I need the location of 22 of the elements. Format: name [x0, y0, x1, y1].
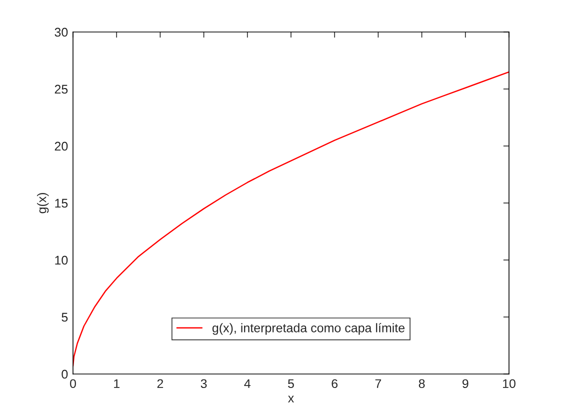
line-series: [73, 71, 509, 367]
x-tick-label: 5: [288, 379, 294, 388]
y-tick-label: 10: [55, 256, 68, 265]
y-tick-label: 15: [55, 198, 68, 208]
x-tick-label: 10: [503, 379, 516, 388]
x-tick-label: 0: [70, 379, 76, 388]
y-tick-label: 20: [54, 142, 68, 151]
x-tick-label: 4: [244, 379, 251, 388]
y-tick-label: 30: [54, 28, 68, 37]
y-tick-label: 0: [62, 370, 68, 379]
x-tick-label: 2: [157, 379, 164, 388]
x-tick-label: 1: [114, 379, 120, 388]
legend-label: g(x), interpretada como capa límite: [212, 323, 405, 335]
x-tick-label: 8: [418, 379, 425, 388]
y-tick-label: 25: [54, 84, 68, 94]
x-axis-title: x: [288, 396, 294, 402]
x-tick-label: 3: [200, 379, 207, 388]
y-tick-label: 5: [62, 312, 68, 322]
x-tick-label: 9: [462, 379, 468, 388]
x-tick-label: 6: [332, 379, 338, 388]
y-axis-title: g(x): [37, 193, 49, 214]
x-tick-label: 7: [375, 379, 382, 388]
